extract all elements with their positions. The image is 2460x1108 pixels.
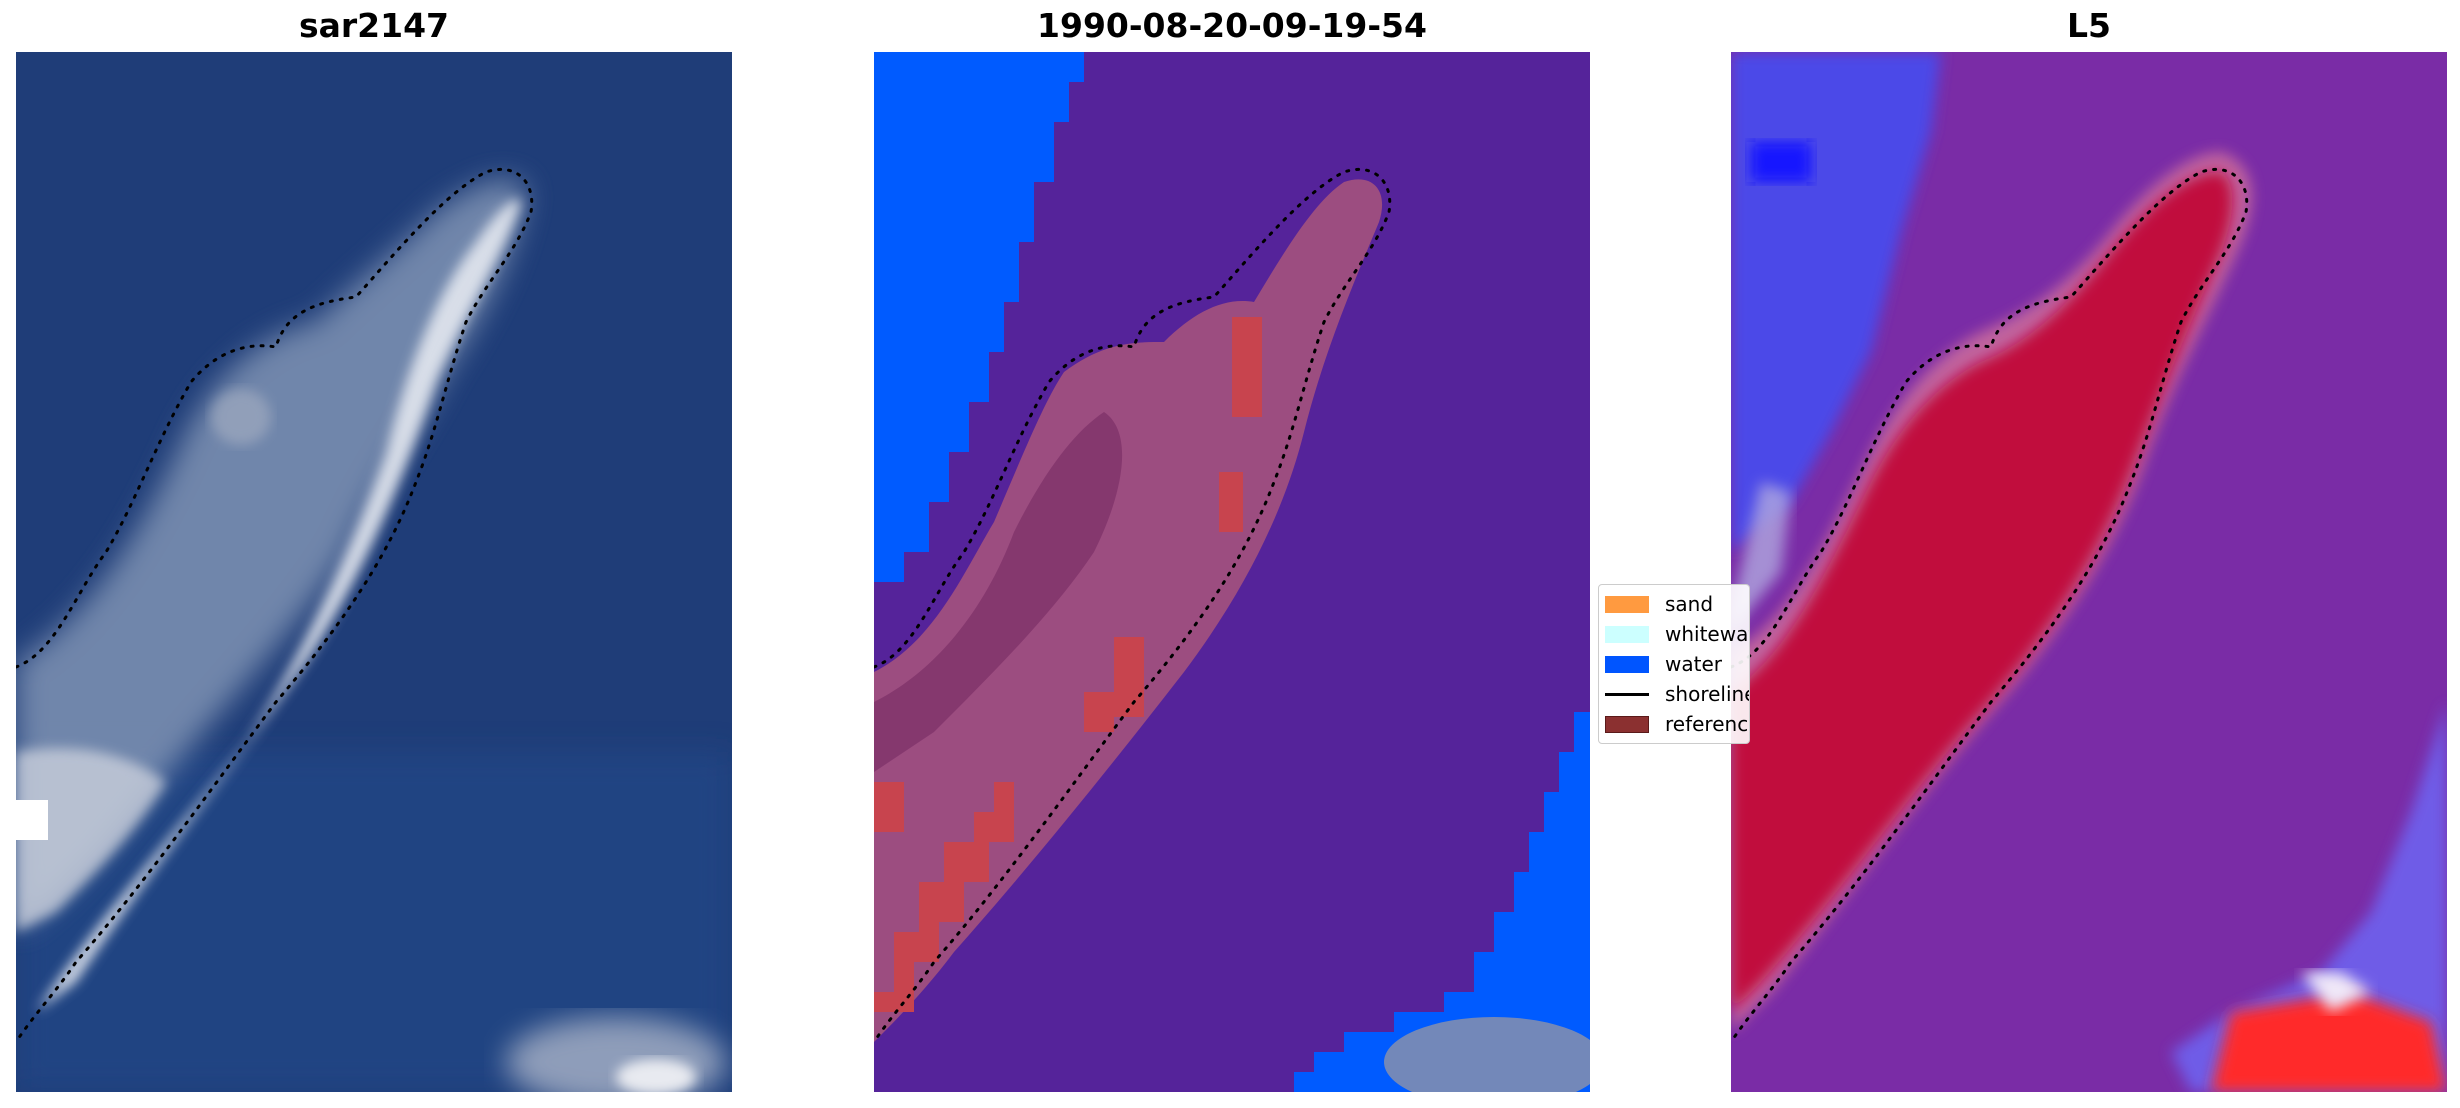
probability-panel [1731,52,2447,1092]
sand-crest [36,199,521,1013]
sand-pixels [1232,317,1262,417]
legend-item-reference: reference [1605,711,1749,737]
legend-label: water [1665,652,1722,676]
classification-image [874,52,1590,1092]
legend-item-water: water [1605,651,1722,677]
bright-pixel [16,800,48,840]
legend-item-whitewater: whitewater [1605,621,1749,647]
probability-image [1731,52,2447,1092]
bright-blob-overlay [1384,1017,1590,1092]
water-class-bottomright [1294,712,1590,1092]
water-swatch [1605,655,1649,673]
sandbar [16,179,526,932]
sand-swatch [1605,595,1649,613]
high-prob-blob [2211,992,2447,1092]
panel-title-probability: L5 [2067,6,2111,45]
low-prob-bottomright [2171,702,2447,1092]
legend-item-shoreline: shoreline [1605,681,1750,707]
legend-item-sand: sand [1605,591,1713,617]
whitewater-swatch [1605,625,1649,643]
reference-swatch [1605,715,1649,733]
legend-label: whitewater [1665,622,1749,646]
rgb-image-panel [16,52,732,1092]
legend-label: sand [1665,592,1714,616]
panel-title-rgb: sar2147 [298,6,450,45]
high-prob-core [1731,172,2233,1012]
legend: sand whitewater water shoreline referenc… [1598,584,1750,744]
panel-title-classification: 1990-08-20-09-19-54 [1037,6,1427,45]
legend-label: shoreline [1665,682,1750,706]
legend-label: reference [1665,712,1749,736]
classification-panel [874,52,1590,1092]
rgb-image [16,52,732,1092]
water-class-topleft [874,52,1084,582]
shoreline-swatch [1605,692,1649,696]
